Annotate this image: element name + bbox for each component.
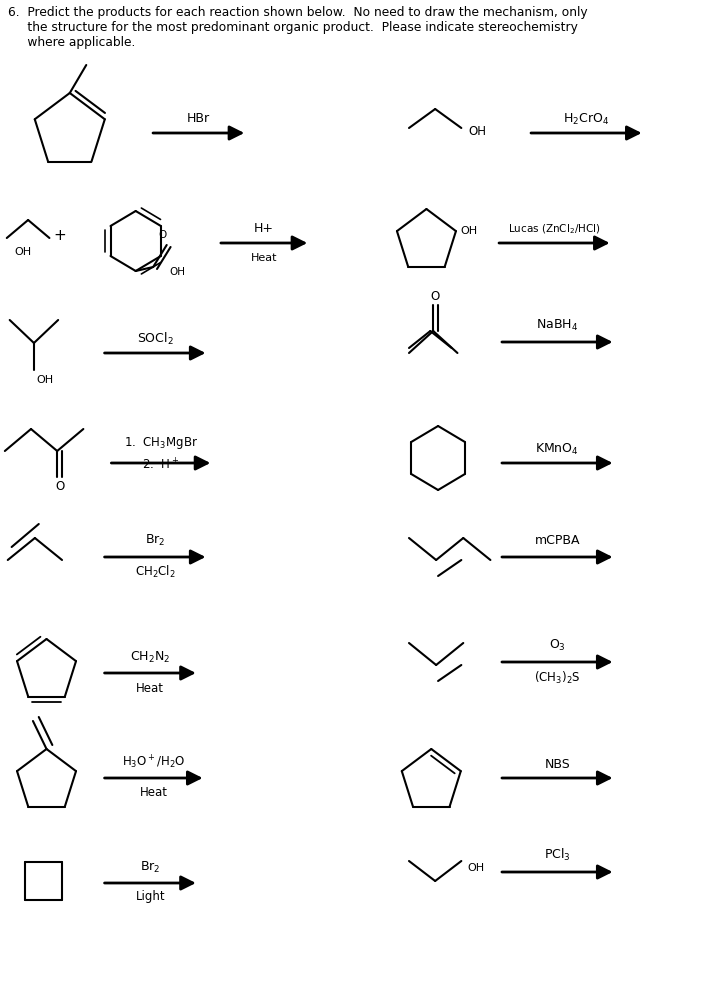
Text: OH: OH [169,267,185,277]
Text: NBS: NBS [545,758,570,771]
Text: O: O [158,230,167,240]
Text: Br$_2$: Br$_2$ [145,533,165,547]
Text: CH$_2$N$_2$: CH$_2$N$_2$ [130,649,170,665]
Text: Light: Light [135,889,165,902]
Text: (CH$_3$)$_2$S: (CH$_3$)$_2$S [534,670,580,686]
Text: Br$_2$: Br$_2$ [140,860,161,874]
Text: O: O [430,290,440,303]
Text: O$_3$: O$_3$ [549,637,566,652]
Text: H+: H+ [254,222,274,235]
Text: PCl$_3$: PCl$_3$ [544,847,571,864]
Text: Heat: Heat [136,682,164,695]
Text: CH$_2$Cl$_2$: CH$_2$Cl$_2$ [134,564,175,580]
Text: 1.  CH$_3$MgBr: 1. CH$_3$MgBr [124,435,198,451]
Text: Lucas (ZnCl$_2$/HCl): Lucas (ZnCl$_2$/HCl) [508,222,601,236]
Text: $\mathregular{H_2CrO_4}$: $\mathregular{H_2CrO_4}$ [563,112,609,126]
Text: OH: OH [37,375,54,385]
Text: 2.  H$^+$: 2. H$^+$ [142,457,180,472]
Text: OH: OH [461,226,478,236]
Text: 6.  Predict the products for each reaction shown below.  No need to draw the mec: 6. Predict the products for each reactio… [8,6,587,49]
Text: Heat: Heat [140,786,168,799]
Text: Heat: Heat [251,253,278,263]
Text: mCPBA: mCPBA [534,534,580,546]
Text: KMnO$_4$: KMnO$_4$ [535,442,579,456]
Text: NaBH$_4$: NaBH$_4$ [537,317,579,333]
Text: +: + [54,228,66,243]
Text: HBr: HBr [187,113,210,125]
Text: O: O [55,479,64,492]
Text: SOCl$_2$: SOCl$_2$ [137,331,174,347]
Text: OH: OH [468,125,486,138]
Text: OH: OH [15,247,32,257]
Text: OH: OH [467,863,484,873]
Text: H$_3$O$^+$/H$_2$O: H$_3$O$^+$/H$_2$O [122,753,185,771]
